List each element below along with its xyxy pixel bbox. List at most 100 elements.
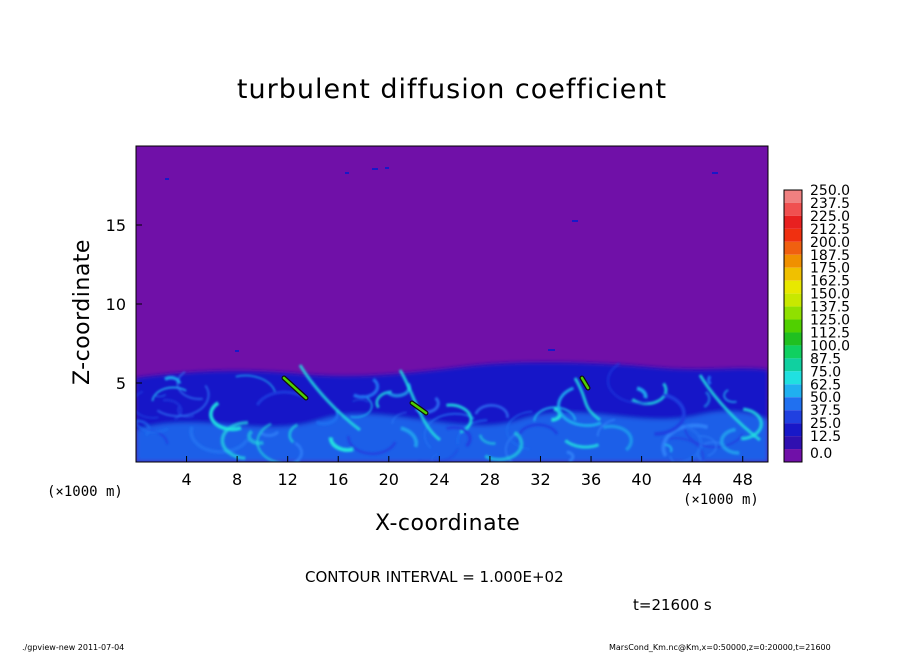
eddy-stroke	[136, 419, 151, 437]
colorbar-label: 250.0	[810, 183, 850, 199]
y-axis: 5 10 15	[106, 216, 142, 393]
time-label: t=21600 s	[633, 596, 712, 614]
colorbar-swatch	[784, 190, 802, 203]
colorbar: 250.0237.5225.0212.5200.0187.5175.0162.5…	[783, 183, 850, 463]
eddy-stroke	[661, 437, 705, 462]
eddy-stroke	[353, 377, 380, 399]
colorbar-swatch	[784, 306, 802, 320]
eddy-stroke	[189, 426, 249, 454]
x-unit-label-left: (×1000 m)	[47, 484, 123, 500]
eddy-stroke	[328, 437, 354, 452]
eddy-stroke	[697, 435, 717, 457]
x-tick-label: 8	[232, 470, 242, 489]
eddy-stroke	[478, 434, 496, 445]
colorbar-swatch	[784, 397, 802, 411]
eddy-stroke	[209, 401, 242, 432]
eddy-stroke	[176, 371, 203, 400]
eddy-stroke	[400, 426, 419, 448]
x-tick-label: 16	[328, 470, 348, 489]
colorbar-label: 37.5	[810, 403, 841, 419]
eddy-stroke	[606, 362, 649, 405]
eddy-stroke	[291, 441, 303, 462]
eddy-stroke	[474, 404, 509, 419]
colorbar-swatch	[784, 280, 802, 294]
eddy-speck	[235, 350, 239, 352]
eddy-speck	[572, 220, 578, 222]
colorbar-swatch	[784, 228, 802, 242]
eddy-stroke	[636, 386, 648, 399]
colorbar-swatch	[784, 215, 802, 229]
eddy-speck	[372, 168, 378, 170]
footer-command: ./gpview-new 2011-07-04	[22, 643, 125, 652]
colorbar-label: 87.5	[810, 351, 841, 367]
colorbar-label: 212.5	[810, 222, 850, 238]
plume-stroke	[573, 377, 601, 422]
eddy-stroke	[723, 389, 737, 403]
eddy-stroke	[347, 435, 397, 455]
x-tick-label: 28	[480, 470, 500, 489]
colorbar-swatch	[784, 332, 802, 346]
eddy-speck	[712, 172, 718, 174]
x-tick-label: 4	[181, 470, 191, 489]
colorbar-label: 0.0	[810, 446, 832, 462]
x-tick-label: 44	[682, 470, 702, 489]
y-axis-label: Z-coordinate	[70, 239, 95, 385]
colorbar-label: 225.0	[810, 209, 850, 225]
eddy-stroke	[151, 386, 187, 402]
eddy-stroke	[256, 422, 300, 462]
contour-interval-text: CONTOUR INTERVAL = 1.000E+02	[305, 568, 564, 586]
lower-layer	[136, 411, 768, 462]
eddy-stroke	[391, 411, 407, 425]
colorbar-swatch	[784, 345, 802, 359]
colorbar-swatch	[784, 436, 802, 450]
colorbar-label: 112.5	[810, 325, 850, 341]
x-tick-label: 20	[379, 470, 399, 489]
colorbar-swatch	[784, 384, 802, 398]
eddy-stroke	[446, 425, 472, 448]
eddy-stroke	[136, 420, 169, 434]
eddy-stroke	[418, 448, 459, 462]
eddy-stroke	[156, 384, 210, 418]
colorbar-swatch	[784, 293, 802, 307]
colorbar-swatch	[784, 449, 802, 462]
x-axis: 4 8 12 16 20 24 28 32 36 40 44 48	[181, 456, 753, 489]
eddy-stroke	[164, 375, 181, 384]
colorbar-swatch	[784, 254, 802, 268]
colorbar-swatch	[784, 410, 802, 424]
x-tick-label: 36	[581, 470, 601, 489]
eddy-stroke	[683, 423, 744, 448]
y-tick-label: 15	[106, 216, 126, 235]
eddy-stroke	[703, 391, 711, 408]
eddy-stroke	[602, 424, 633, 452]
x-tick-label: 48	[733, 470, 753, 489]
colorbar-swatch	[784, 267, 802, 281]
colorbar-swatch	[784, 358, 802, 372]
colorbar-label: 200.0	[810, 235, 850, 251]
eddy-stroke	[661, 423, 709, 457]
high-value-filament	[282, 376, 308, 400]
colorbar-label: 175.0	[810, 261, 850, 277]
eddy-stroke	[557, 386, 602, 427]
eddy-stroke	[155, 393, 167, 398]
colorbar-label: 25.0	[810, 416, 841, 432]
eddy-stroke	[456, 419, 488, 445]
eddy-stroke	[220, 420, 249, 461]
eddy-stroke	[564, 439, 600, 449]
colorbar-label: 150.0	[810, 287, 850, 303]
eddy-stroke	[707, 375, 712, 386]
plume-stroke	[698, 374, 761, 442]
colorbar-swatch	[784, 202, 802, 216]
colorbar-label: 137.5	[810, 300, 850, 316]
eddy-stroke	[669, 455, 675, 462]
colorbar-swatch	[784, 319, 802, 333]
eddy-stroke	[146, 428, 169, 445]
eddy-stroke	[288, 423, 299, 444]
x-tick-label: 24	[429, 470, 449, 489]
colorbar-label: 162.5	[810, 274, 850, 290]
x-axis-label: X-coordinate	[375, 511, 521, 536]
eddy-stroke	[664, 443, 673, 453]
colorbar-frame	[783, 189, 803, 463]
x-unit-label-right: (×1000 m)	[683, 492, 759, 508]
high-value-filament	[580, 376, 590, 390]
